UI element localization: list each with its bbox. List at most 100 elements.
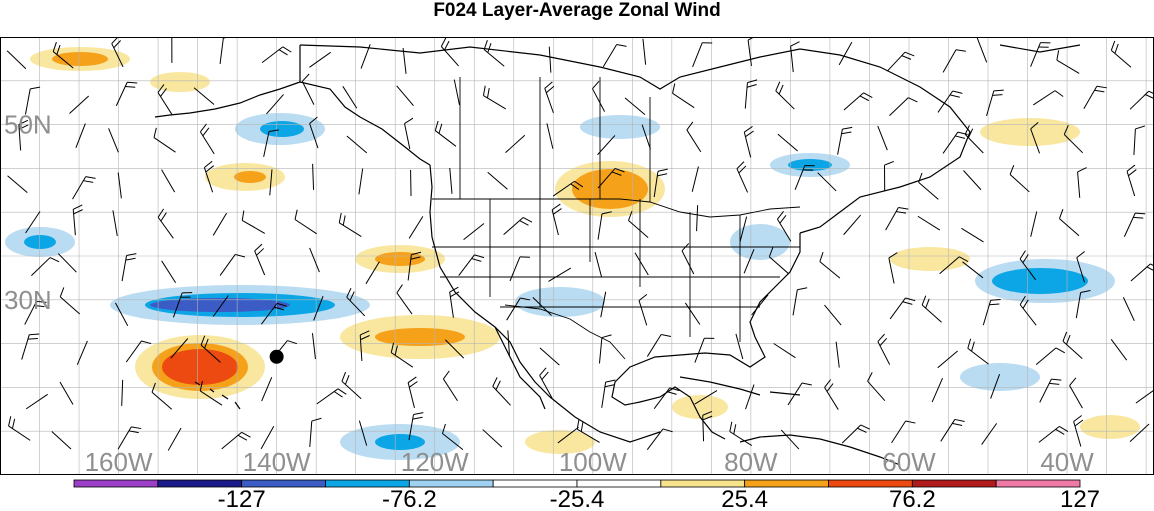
- colorbar-label: 127: [1060, 486, 1100, 511]
- wind-barb: [885, 207, 909, 231]
- wind-barb: [200, 335, 221, 363]
- wind-barb: [681, 243, 695, 275]
- wind-barb: [743, 126, 754, 158]
- wind-barb: [790, 41, 800, 73]
- wind-barb: [843, 214, 862, 236]
- shade-region: [992, 268, 1088, 294]
- wind-barb: [316, 388, 347, 405]
- wind-barb: [396, 85, 414, 106]
- shade-region: [960, 363, 1040, 391]
- wind-barb: [843, 92, 873, 111]
- wind-barb: [254, 243, 266, 276]
- wind-barb: [108, 128, 119, 153]
- shade-region: [890, 247, 970, 271]
- wind-barb: [967, 338, 989, 365]
- wind-barb: [404, 117, 414, 150]
- lat-label-30n: 30N: [4, 285, 52, 315]
- wind-barb: [592, 80, 606, 112]
- wind-barb: [921, 295, 942, 323]
- wind-barb: [219, 253, 246, 276]
- wind-barb: [117, 172, 122, 199]
- wind-barb: [59, 287, 81, 315]
- colorbar-labels: -127 -76.2 -25.4 25.4 76.2 127: [218, 486, 1100, 511]
- wind-barb: [961, 227, 984, 243]
- wind-barb: [602, 44, 627, 68]
- lat-label-50n: 50N: [4, 110, 52, 140]
- wind-barb: [59, 381, 74, 405]
- shade-region: [260, 121, 304, 137]
- wind-barb: [739, 216, 748, 242]
- wind-barb: [1133, 125, 1146, 155]
- us-mexico-border: [504, 304, 626, 360]
- colorbar: -127 -76.2 -25.4 25.4 76.2 127: [73, 479, 1100, 511]
- shade-region: [672, 395, 728, 419]
- wind-barb: [642, 38, 647, 65]
- colorbar-boxes: [73, 479, 1081, 488]
- shade-region: [52, 52, 108, 66]
- wind-barb: [121, 379, 124, 406]
- wind-barb: [482, 429, 503, 448]
- wind-barb: [942, 49, 966, 73]
- baja-outline: [494, 326, 546, 410]
- wind-barb: [835, 341, 840, 368]
- state-borders: [432, 199, 800, 342]
- wind-barb: [1076, 251, 1086, 283]
- wind-barb: [358, 420, 368, 446]
- wind-barb: [841, 424, 871, 444]
- alaska-outline: [154, 45, 431, 166]
- wind-barb: [794, 165, 815, 190]
- wind-barb: [313, 296, 324, 321]
- wind-barb: [193, 87, 215, 105]
- wind-barb: [888, 252, 898, 284]
- wind-barb: [1056, 50, 1080, 74]
- lon-label-120w: 120W: [401, 447, 469, 475]
- wind-barb: [672, 83, 695, 109]
- storm-marker: [269, 349, 284, 364]
- wind-barb: [597, 135, 616, 156]
- wind-barb: [261, 46, 292, 63]
- wind-barb: [1077, 167, 1087, 198]
- wind-barb: [294, 209, 317, 235]
- wind-barb: [1019, 250, 1037, 281]
- wind-barb: [824, 304, 842, 326]
- wind-barb: [114, 302, 129, 327]
- wind-barb: [407, 376, 418, 409]
- wind-barb: [358, 168, 364, 195]
- lon-label-100w: 100W: [559, 447, 627, 475]
- wind-barb: [982, 298, 1001, 326]
- shade-region: [150, 72, 210, 92]
- wind-barb: [157, 84, 173, 115]
- south-america-outline: [739, 434, 901, 466]
- wind-barb: [1030, 211, 1038, 237]
- wind-barb: [889, 97, 918, 116]
- wind-barb: [396, 284, 413, 315]
- wind-barb: [309, 247, 320, 273]
- shade-region: [730, 224, 790, 260]
- wind-barb: [408, 412, 424, 441]
- wind-barb: [263, 129, 279, 157]
- wind-barb: [962, 261, 984, 279]
- wind-barb: [6, 50, 27, 70]
- wind-barb: [199, 381, 223, 406]
- wind-barb: [199, 123, 215, 155]
- wind-barb: [886, 51, 915, 72]
- wind-barb: [440, 37, 459, 67]
- longitude-labels: 160W 140W 120W 100W 80W 60W 40W: [85, 447, 1095, 475]
- wind-barb: [1009, 164, 1030, 193]
- wind-barb: [390, 342, 414, 368]
- us-east-coast: [611, 233, 801, 440]
- wind-barb: [309, 51, 331, 68]
- wind-barb: [161, 169, 176, 193]
- wind-barb: [694, 337, 715, 363]
- wind-barb: [817, 172, 837, 192]
- wind-barb: [1110, 338, 1128, 361]
- wind-barb: [359, 330, 370, 361]
- chart-title: F024 Layer-Average Zonal Wind: [433, 0, 721, 21]
- wind-barb: [653, 387, 680, 409]
- wind-barb: [1063, 125, 1084, 154]
- colorbar-label: -25.4: [550, 486, 605, 511]
- wind-barb: [31, 257, 60, 277]
- canada-outline: [299, 44, 971, 234]
- wind-barb: [743, 249, 755, 274]
- wind-barb: [1039, 378, 1062, 403]
